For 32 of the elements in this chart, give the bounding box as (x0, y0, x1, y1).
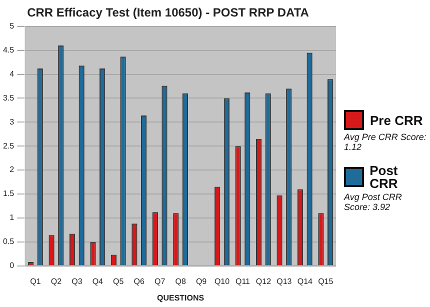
legend-label: Pre CRR (370, 112, 423, 128)
x-tick-label: Q13 (276, 276, 292, 286)
text: Avg Post CRR Score: 3.92 (344, 192, 403, 212)
x-tick-label: Q12 (256, 276, 272, 286)
x-tick-label: Q14 (297, 276, 314, 286)
x-tick-label: Q11 (235, 276, 251, 286)
x-tick-label: Q4 (92, 276, 104, 286)
y-tick-label: 4.5 (2, 46, 15, 55)
x-tick-label: Q6 (134, 276, 145, 286)
x-tick-label: Q9 (196, 276, 208, 286)
y-tick-label: 2 (10, 165, 15, 174)
y-tick-label: 2.5 (2, 141, 15, 150)
x-tick-label: Q10 (214, 276, 230, 286)
x-tick-label: Q8 (175, 276, 186, 286)
y-tick-label: 3.5 (2, 93, 15, 102)
x-tick-label: Q15 (318, 276, 334, 286)
y-tick-label: 3 (10, 117, 15, 126)
x-tick-label: Q1 (30, 276, 42, 286)
y-tick-label: 0.5 (2, 237, 15, 246)
y-tick-label: 5 (10, 22, 15, 31)
y-tick-label: 4 (10, 69, 15, 78)
legend-label: Post CRR (370, 163, 399, 191)
y-tick-label: 0 (10, 261, 15, 270)
text: Avg Pre CRR Score: 1.12 (344, 132, 428, 152)
x-axis-title: QUESTIONS (157, 293, 205, 302)
y-tick-label: 1 (10, 213, 15, 222)
y-tick-label: 1.5 (2, 189, 15, 198)
chart-title: CRR Efficacy Test (Item 10650) - POST RRP DATA (27, 6, 310, 20)
x-tick-label: Q7 (154, 276, 166, 286)
x-tick-label: Q5 (113, 276, 124, 286)
x-tick-label: Q2 (50, 276, 62, 286)
x-tick-label: Q3 (72, 276, 83, 286)
